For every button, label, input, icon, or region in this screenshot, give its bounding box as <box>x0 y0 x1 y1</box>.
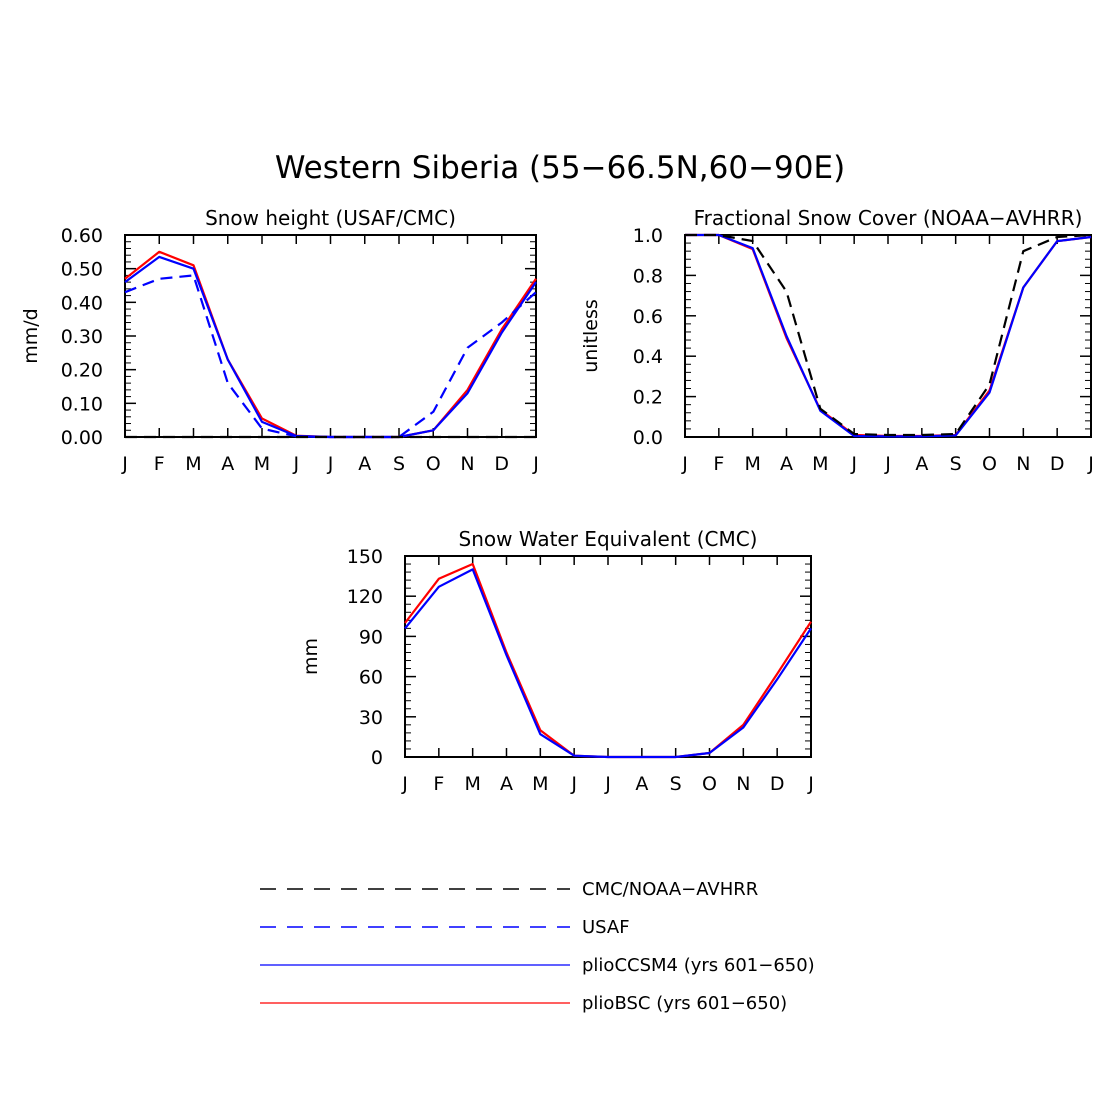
x-tick-label: O <box>982 453 997 475</box>
x-tick-label: A <box>500 773 513 795</box>
x-tick-label: A <box>635 773 648 795</box>
x-tick-label: A <box>358 453 371 475</box>
x-tick-label: A <box>221 453 234 475</box>
legend-label: plioBSC (yrs 601−650) <box>582 993 787 1014</box>
panel-title: Snow Water Equivalent (CMC) <box>459 527 758 551</box>
legend-label: plioCCSM4 (yrs 601−650) <box>582 955 815 976</box>
y-tick-label: 0.30 <box>61 326 103 348</box>
y-tick-label: 0.4 <box>633 346 663 368</box>
x-tick-label: J <box>807 773 814 795</box>
y-axis-label: mm <box>300 638 322 675</box>
y-tick-label: 0.20 <box>61 360 103 382</box>
legend-label: USAF <box>582 917 630 938</box>
x-tick-label: J <box>884 453 891 475</box>
x-tick-label: A <box>780 453 793 475</box>
fractional-snow-cover-panel: J F M A M J J A S O N D J0.00.20.40.60.81.0unitlessF… <box>580 206 1094 475</box>
panel-title: Snow height (USAF/CMC) <box>205 206 456 230</box>
y-tick-label: 0.8 <box>633 265 663 287</box>
y-tick-label: 1.0 <box>633 225 663 247</box>
x-tick-label: J <box>570 773 577 795</box>
x-tick-label: O <box>702 773 717 795</box>
x-tick-label: A <box>915 453 928 475</box>
y-tick-label: 0 <box>371 747 383 769</box>
y-tick-label: 0.00 <box>61 427 103 449</box>
x-tick-label: S <box>670 773 682 795</box>
x-tick-label: N <box>1016 453 1030 475</box>
x-tick-label: D <box>1050 453 1065 475</box>
y-tick-label: 0.6 <box>633 306 663 328</box>
series-line-pliobsc <box>124 250 537 439</box>
legend-label: CMC/NOAA−AVHRR <box>582 879 758 900</box>
y-tick-label: 0.40 <box>61 292 103 314</box>
x-tick-label: M <box>464 773 480 795</box>
y-tick-label: 60 <box>359 667 383 689</box>
figure-title: Western Siberia (55−66.5N,60−90E) <box>275 150 845 186</box>
x-tick-label: F <box>154 453 165 475</box>
snow-height-panel: J F M A M J J A S O N D J0.000.100.200.300.400.500.6… <box>20 206 539 475</box>
x-tick-label: J <box>121 453 128 475</box>
x-tick-label: J <box>401 773 408 795</box>
series-line-pliobsc <box>685 233 1092 438</box>
x-tick-label: M <box>744 453 760 475</box>
x-tick-label: F <box>433 773 444 795</box>
plot-frame <box>684 234 1092 438</box>
x-tick-label: J <box>327 453 334 475</box>
y-tick-label: 0.50 <box>61 259 103 281</box>
x-tick-label: S <box>950 453 962 475</box>
x-tick-label: N <box>736 773 750 795</box>
x-tick-label: O <box>426 453 441 475</box>
x-tick-label: M <box>254 453 270 475</box>
y-tick-label: 0.10 <box>61 393 103 415</box>
series-line-usaf <box>124 274 537 439</box>
x-tick-label: J <box>1087 453 1094 475</box>
x-tick-label: M <box>185 453 201 475</box>
y-tick-label: 150 <box>347 546 383 568</box>
y-tick-label: 0.0 <box>633 427 663 449</box>
series-line-pliobsc <box>404 562 812 759</box>
legend: CMC/NOAA−AVHRR USAF plioCCSM4 (yrs 601−650… <box>260 879 815 1014</box>
x-tick-label: J <box>681 453 688 475</box>
plot-frame <box>404 555 812 758</box>
x-tick-label: N <box>460 453 474 475</box>
x-tick-label: M <box>812 453 828 475</box>
x-tick-label: J <box>292 453 299 475</box>
x-tick-label: D <box>770 773 785 795</box>
x-tick-label: J <box>604 773 611 795</box>
x-tick-label: F <box>713 453 724 475</box>
y-tick-label: 0.60 <box>61 225 103 247</box>
y-axis-label: unitless <box>580 299 602 373</box>
x-tick-label: S <box>393 453 405 475</box>
y-tick-label: 0.2 <box>633 387 663 409</box>
x-tick-label: J <box>850 453 857 475</box>
series-line-pliocesm4 <box>685 233 1092 438</box>
panel-title: Fractional Snow Cover (NOAA−AVHRR) <box>694 206 1083 230</box>
y-tick-label: 90 <box>359 626 383 648</box>
y-tick-label: 30 <box>359 707 383 729</box>
x-tick-label: D <box>494 453 509 475</box>
x-tick-label: J <box>532 453 539 475</box>
x-tick-label: M <box>532 773 548 795</box>
series-line-cmc_noaa <box>685 233 1092 437</box>
series-line-pliocesm4 <box>404 568 812 759</box>
y-tick-label: 120 <box>347 586 383 608</box>
series-line-pliocesm4 <box>124 255 537 439</box>
y-axis-label: mm/d <box>20 308 42 363</box>
